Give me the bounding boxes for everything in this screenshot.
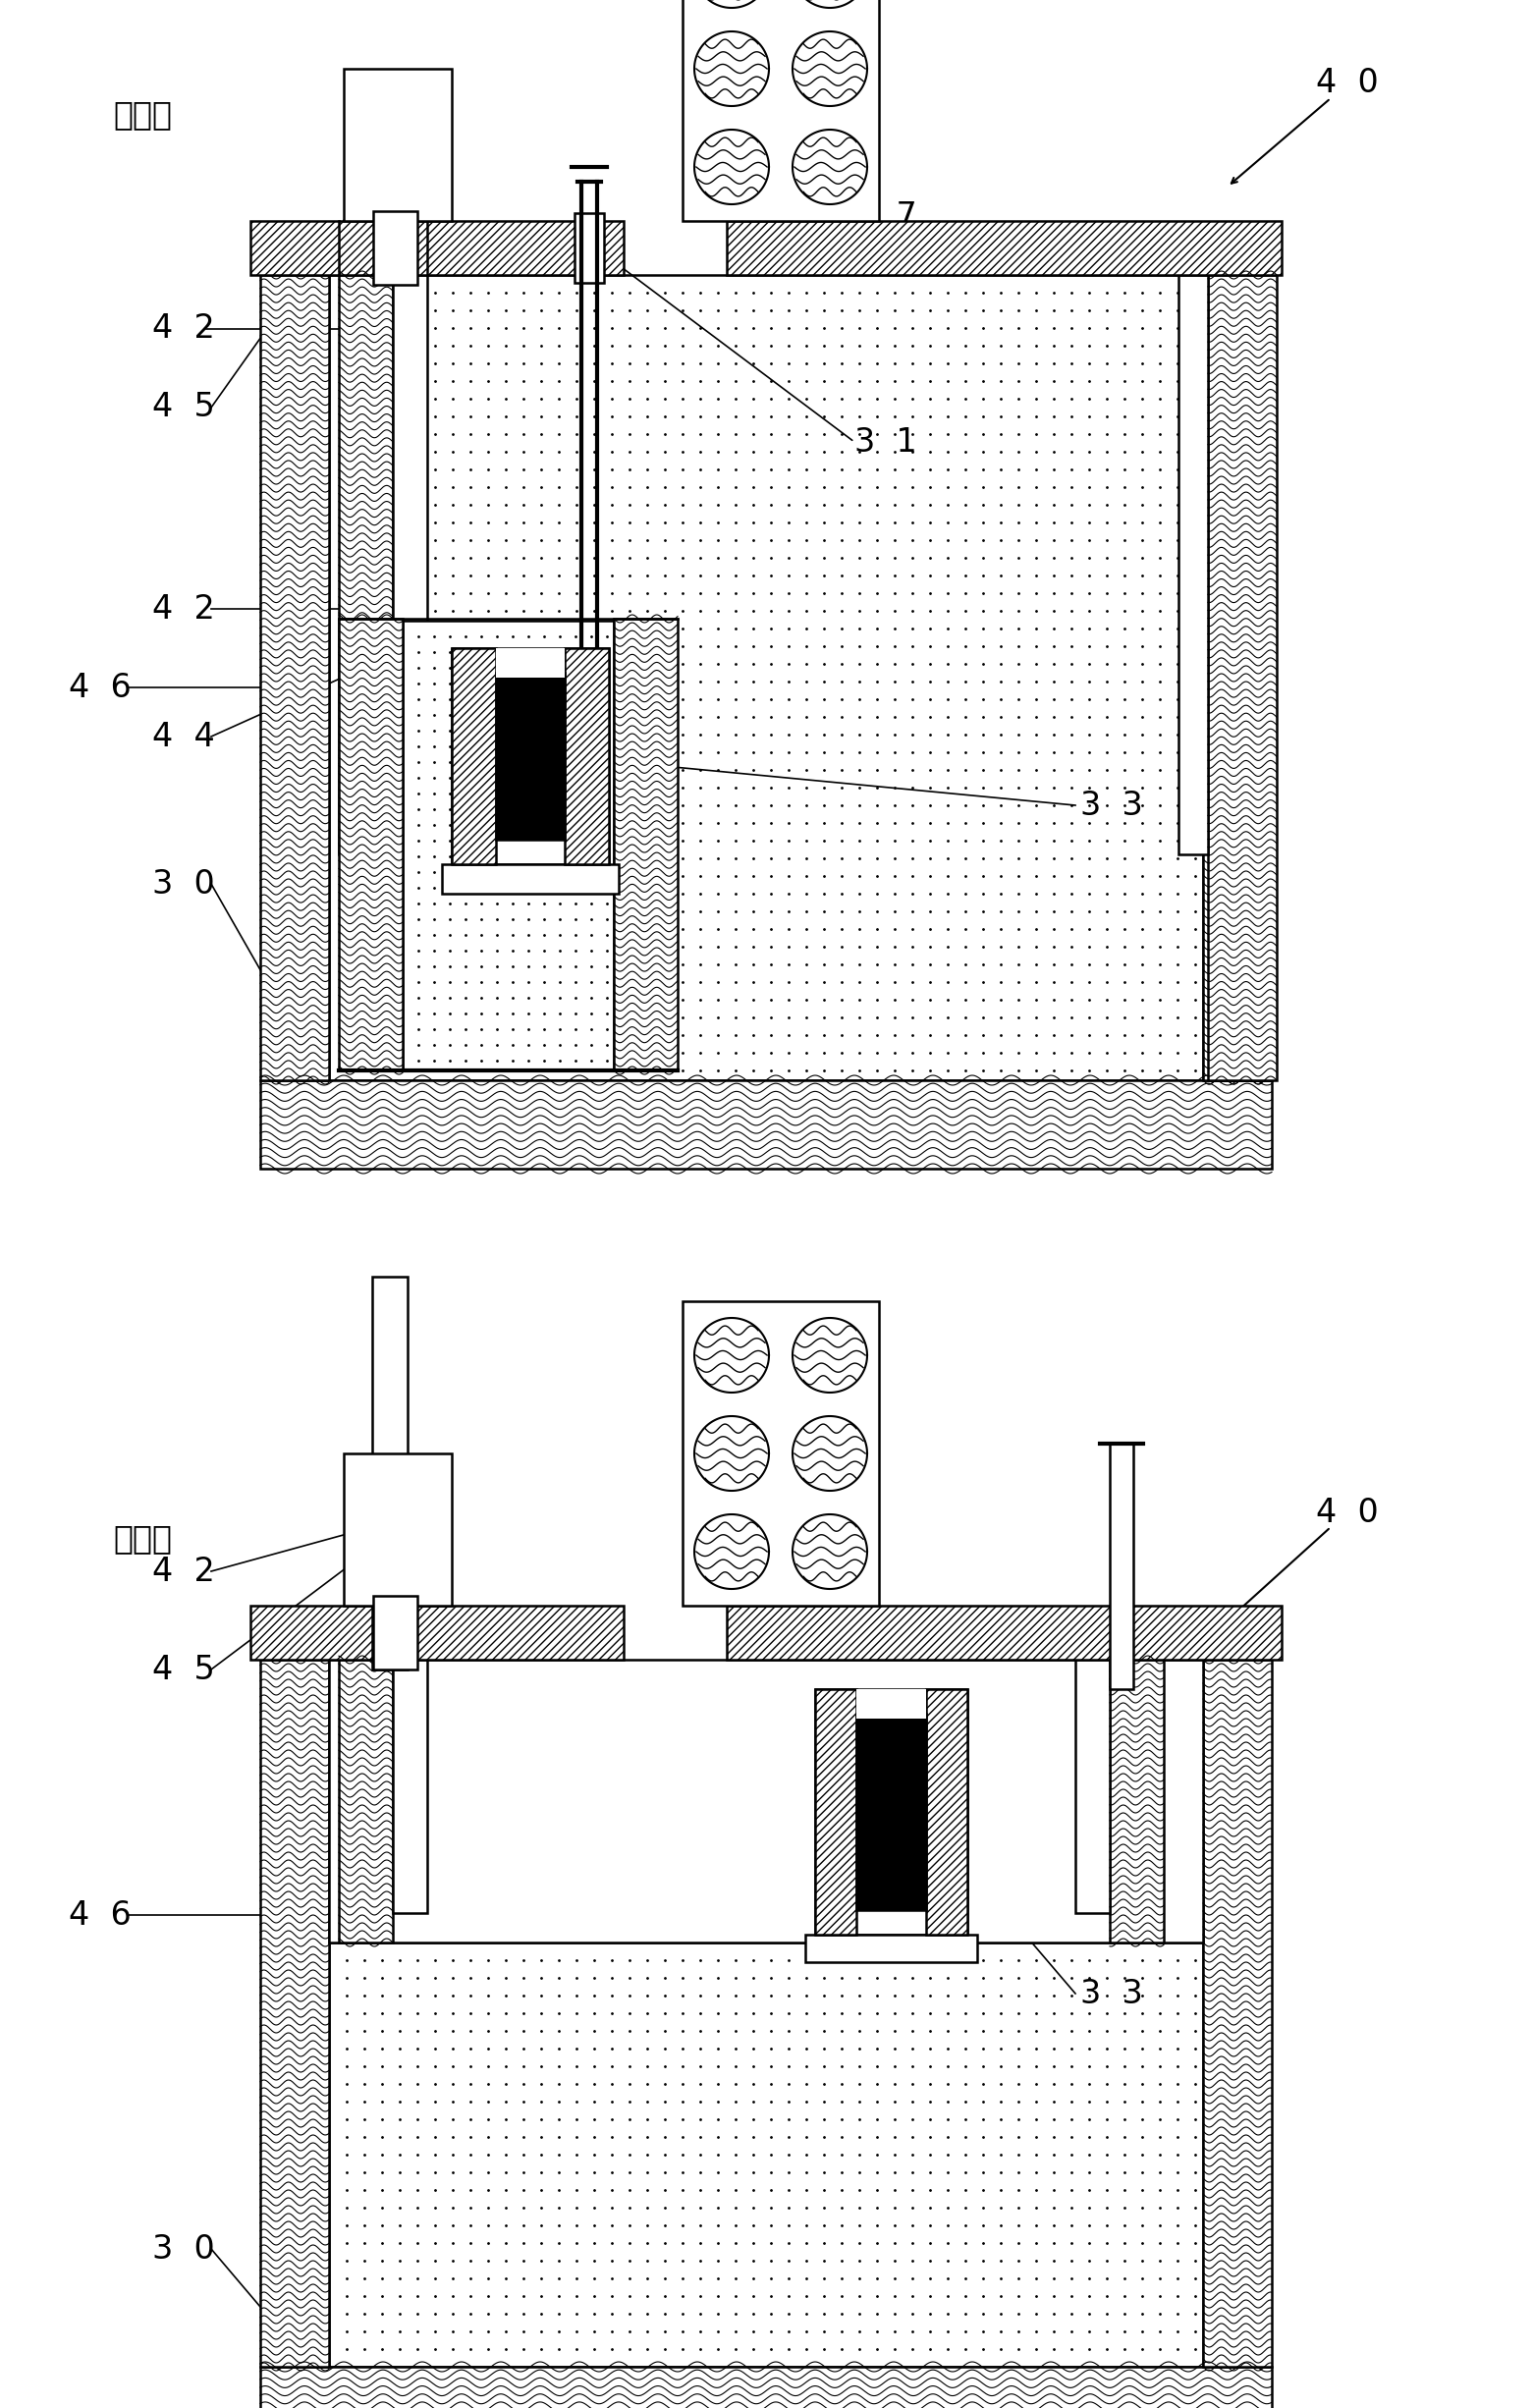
- Text: 4  2: 4 2: [152, 313, 215, 344]
- Bar: [392, 1659, 428, 1912]
- Bar: [250, 222, 624, 275]
- Text: 4  0: 4 0: [1315, 1495, 1378, 1529]
- Bar: [497, 648, 564, 677]
- Bar: [1075, 1659, 1110, 1912]
- Text: 3  2: 3 2: [1199, 494, 1260, 527]
- Bar: [613, 619, 678, 1072]
- Bar: [339, 275, 392, 855]
- Bar: [452, 648, 609, 864]
- Bar: [727, 222, 1282, 275]
- Text: 4  0: 4 0: [1315, 67, 1378, 99]
- Bar: [682, 0, 878, 222]
- Text: 3  0: 3 0: [152, 867, 215, 901]
- Bar: [339, 1659, 392, 1943]
- Bar: [250, 1606, 624, 1659]
- Bar: [330, 275, 1203, 1081]
- Bar: [403, 621, 613, 1072]
- Bar: [1179, 275, 1208, 855]
- Bar: [564, 648, 609, 864]
- Text: 4  2: 4 2: [152, 592, 215, 626]
- Bar: [497, 672, 564, 840]
- Text: 4  5: 4 5: [152, 393, 215, 424]
- Bar: [805, 1934, 977, 1963]
- Bar: [1203, 1659, 1272, 2367]
- Text: 3  3: 3 3: [1081, 790, 1144, 821]
- Text: 3  1: 3 1: [854, 426, 917, 458]
- Bar: [373, 1597, 417, 1669]
- Text: （ｂ）: （ｂ）: [113, 1522, 172, 1556]
- Bar: [373, 1276, 408, 1606]
- Bar: [1110, 1445, 1133, 1688]
- Text: 3  6: 3 6: [742, 14, 805, 46]
- Text: 4  5: 4 5: [152, 1654, 215, 1686]
- Bar: [261, 1081, 1272, 1168]
- Bar: [1208, 275, 1277, 1081]
- Bar: [857, 1714, 926, 1910]
- Bar: [452, 648, 497, 864]
- Text: 4  3: 4 3: [1199, 631, 1260, 665]
- Text: 4  2: 4 2: [152, 1556, 215, 1587]
- Bar: [343, 70, 452, 222]
- Text: 4  3: 4 3: [1081, 1712, 1144, 1746]
- Bar: [330, 1659, 1203, 1943]
- Bar: [373, 1594, 408, 1669]
- Text: 4  6: 4 6: [69, 672, 132, 703]
- Text: 3  3: 3 3: [1081, 1977, 1144, 2011]
- Text: 3  7: 3 7: [854, 200, 917, 231]
- Bar: [857, 1688, 926, 1719]
- Bar: [261, 1659, 330, 2367]
- Text: 3  9: 3 9: [1199, 299, 1260, 330]
- Bar: [343, 1454, 452, 1606]
- Text: 3  0: 3 0: [152, 2232, 215, 2266]
- Bar: [261, 275, 330, 1081]
- Bar: [373, 212, 417, 284]
- Bar: [330, 1943, 1203, 2367]
- Bar: [575, 212, 604, 282]
- Text: 4  6: 4 6: [69, 1900, 132, 1931]
- Text: （ａ）: （ａ）: [113, 99, 172, 130]
- Bar: [339, 619, 403, 1072]
- Bar: [727, 1606, 1282, 1659]
- Bar: [682, 1300, 878, 1606]
- Bar: [1110, 1659, 1164, 1943]
- Bar: [1203, 275, 1272, 1081]
- Bar: [392, 275, 428, 826]
- Text: 4  4: 4 4: [152, 720, 215, 754]
- Bar: [816, 1688, 967, 1934]
- Bar: [926, 1688, 967, 1934]
- Bar: [442, 864, 619, 893]
- Bar: [816, 1688, 857, 1934]
- Bar: [261, 2367, 1272, 2408]
